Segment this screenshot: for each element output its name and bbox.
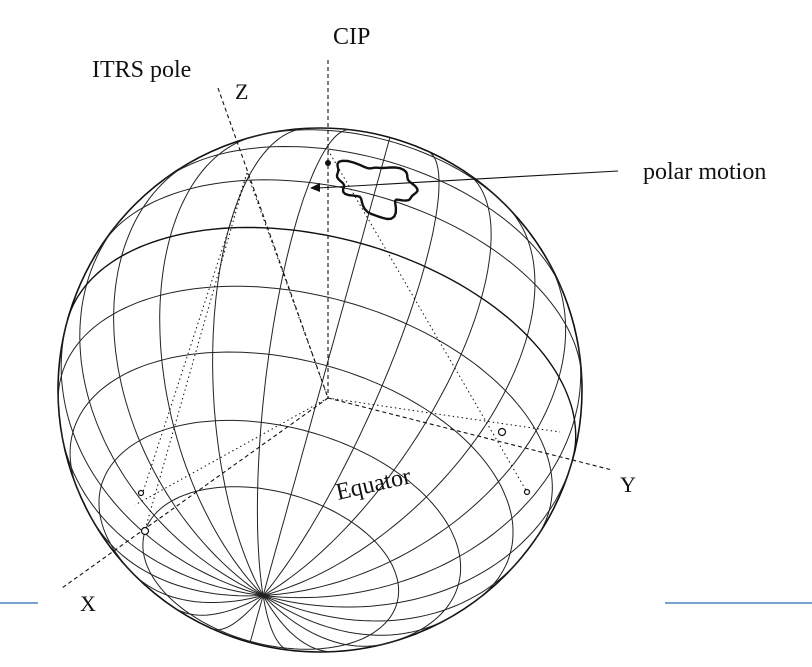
itrs-pole-label: ITRS pole xyxy=(92,57,191,83)
meridian-255 xyxy=(61,432,264,596)
pole-to-y-dotted xyxy=(327,149,528,493)
x-axis-label: X xyxy=(80,591,96,616)
meridian-285 xyxy=(79,220,264,596)
cip-point xyxy=(325,160,331,166)
polar-motion-pointer xyxy=(317,170,619,189)
parallel--15 xyxy=(57,285,553,539)
x-axis-line xyxy=(61,397,329,589)
equator-label: Equator xyxy=(334,463,414,505)
parallel-15 xyxy=(100,179,583,379)
meridian-30 xyxy=(262,172,492,596)
pole-to-x2-dotted xyxy=(144,172,248,531)
parallel--30 xyxy=(69,351,514,604)
meridian-330 xyxy=(212,127,306,596)
meridian-45 xyxy=(262,204,536,596)
meridian-225 xyxy=(131,571,264,603)
meridian-315 xyxy=(159,135,264,596)
parallel-30 xyxy=(162,145,563,292)
y-dotted-point xyxy=(523,488,531,496)
meridian-240 xyxy=(89,515,264,597)
x-axis-dotted xyxy=(134,397,329,506)
x-axis-point xyxy=(140,526,150,536)
meridian-210 xyxy=(172,595,264,616)
globe-outline xyxy=(57,127,583,653)
parallel--60 xyxy=(142,486,400,650)
y-axis-dotted xyxy=(327,397,561,433)
meridian-345 xyxy=(256,129,351,596)
parallel--45 xyxy=(98,419,462,646)
y-axis-point xyxy=(497,427,507,437)
parallel-lines xyxy=(57,129,583,650)
x-dotted-point xyxy=(137,489,145,497)
meridian-150 xyxy=(262,595,336,653)
polar-motion-curve xyxy=(335,159,419,221)
meridian-lines xyxy=(60,127,582,653)
polar-motion-arrowhead xyxy=(310,183,320,192)
meridian-135 xyxy=(262,595,389,647)
meridian-90 xyxy=(262,459,573,608)
meridian-300 xyxy=(113,160,264,596)
cip-label: CIP xyxy=(333,24,370,50)
itrs-pole-dotted-line xyxy=(246,172,329,399)
meridian-0 xyxy=(262,137,391,596)
meridian-105 xyxy=(262,559,521,622)
equator-line xyxy=(66,226,577,461)
pole-to-x-dotted xyxy=(141,172,248,496)
z-axis-label: Z xyxy=(235,79,248,104)
z-axis-line xyxy=(217,87,329,399)
parallel-45 xyxy=(251,129,509,209)
polar-motion-label: polar motion xyxy=(643,159,766,185)
y-axis-label: Y xyxy=(620,472,636,497)
meridian-120 xyxy=(262,595,453,636)
meridian-75 xyxy=(263,347,582,599)
